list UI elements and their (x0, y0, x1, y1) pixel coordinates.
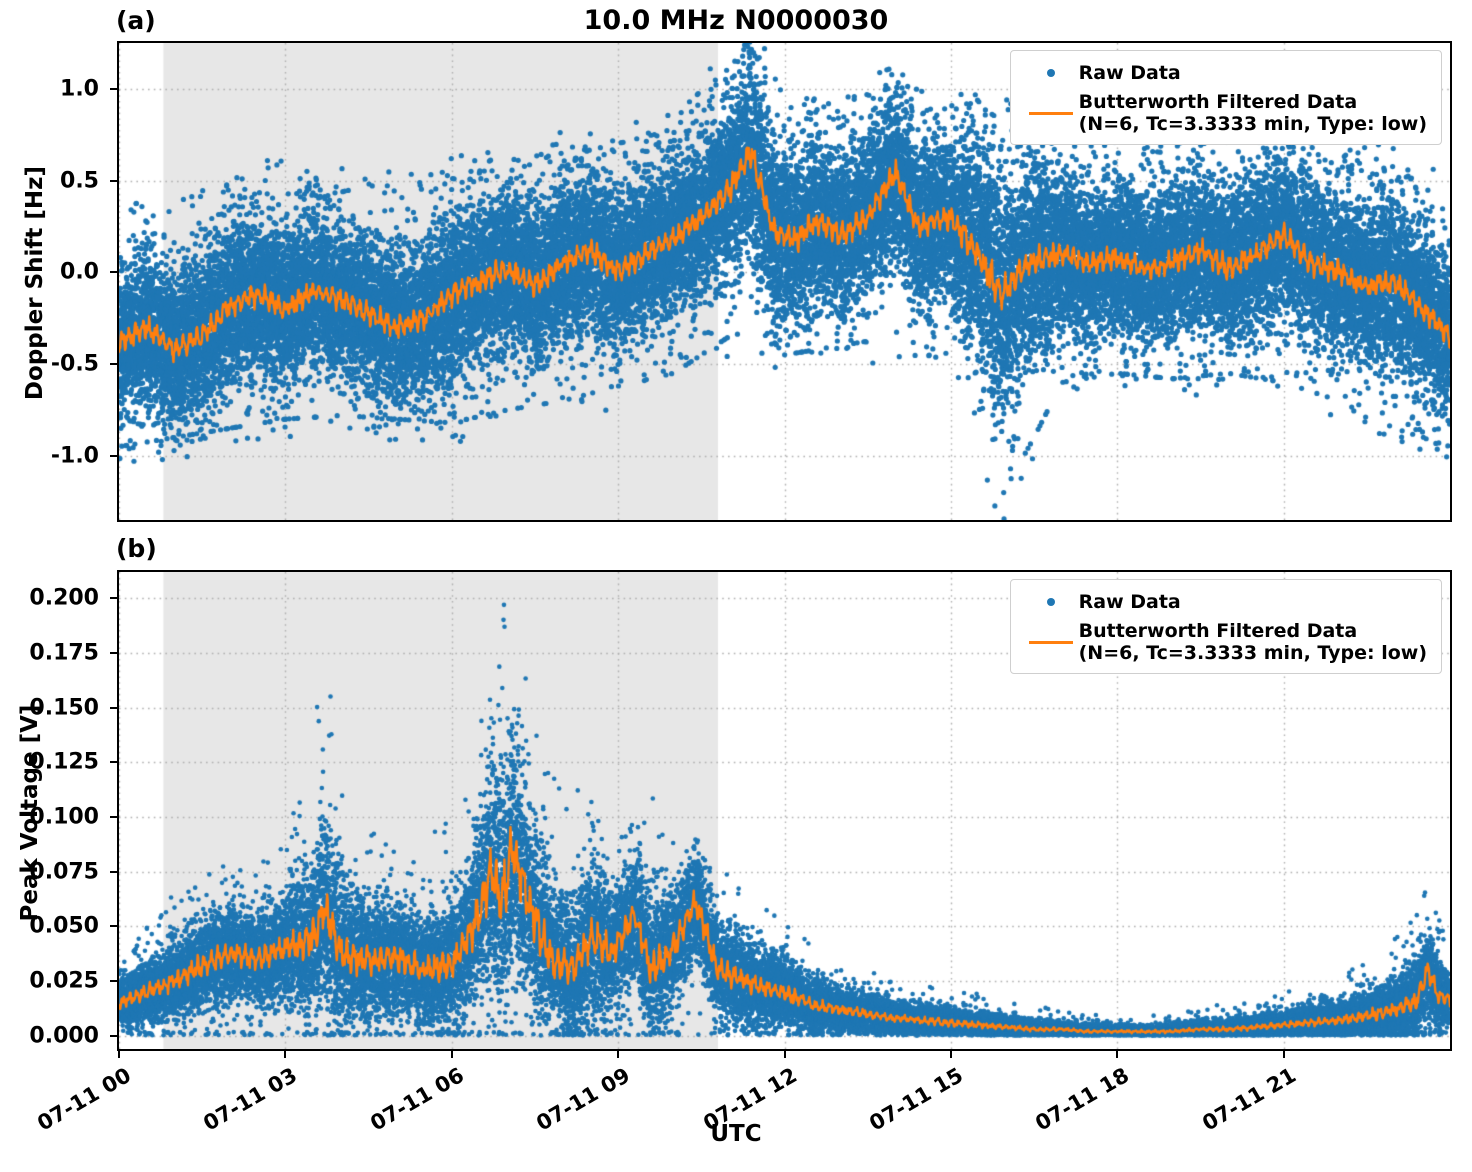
x-tick-mark (783, 1051, 786, 1058)
y-tick-mark (110, 597, 117, 600)
x-tick-mark (1282, 1051, 1285, 1058)
legend-label-filtered-2: (N=6, Tc=3.3333 min, Type: low) (1078, 113, 1427, 136)
y-tick-label: 0.5 (60, 168, 99, 194)
y-tick-mark (110, 925, 117, 928)
legend-a: Raw Data Butterworth Filtered Data (N=6,… (1009, 50, 1442, 146)
legend-line-icon (1023, 111, 1079, 115)
legend-line-icon (1023, 640, 1079, 644)
y-tick-mark (110, 870, 117, 873)
y-tick-label: 0.175 (29, 640, 99, 666)
y-tick-label: 0.000 (29, 1023, 99, 1049)
legend-entry-raw: Raw Data (1023, 588, 1427, 616)
x-tick-mark (450, 1051, 453, 1058)
y-tick-mark (110, 761, 117, 764)
y-tick-label: 0.0 (60, 259, 99, 285)
y-tick-mark (110, 179, 117, 182)
y-tick-mark (110, 363, 117, 366)
y-tick-label: 0.125 (29, 749, 99, 775)
legend-label-filtered-2: (N=6, Tc=3.3333 min, Type: low) (1078, 642, 1427, 665)
legend-entry-filtered: Butterworth Filtered Data (N=6, Tc=3.333… (1023, 620, 1427, 664)
y-tick-label: 0.100 (29, 804, 99, 830)
x-tick-mark (1116, 1051, 1119, 1058)
y-tick-label: -1.0 (50, 443, 99, 469)
legend-label-filtered-1: Butterworth Filtered Data (1078, 620, 1358, 642)
y-tick-label: 0.050 (29, 913, 99, 939)
plot-axes-a: Raw Data Butterworth Filtered Data (N=6,… (117, 41, 1452, 522)
y-tick-mark (110, 87, 117, 90)
x-tick-mark (949, 1051, 952, 1058)
y-tick-label: 0.025 (29, 968, 99, 994)
legend-entry-raw: Raw Data (1023, 59, 1427, 87)
plot-axes-b: Raw Data Butterworth Filtered Data (N=6,… (117, 570, 1452, 1051)
y-tick-label: 1.0 (60, 76, 99, 102)
y-tick-mark (110, 816, 117, 819)
x-tick-mark (118, 1051, 120, 1058)
y-tick-mark (110, 271, 117, 274)
panel-label-b: (b) (116, 534, 157, 563)
y-tick-mark (110, 706, 117, 709)
legend-b: Raw Data Butterworth Filtered Data (N=6,… (1009, 579, 1442, 675)
y-tick-label: -0.5 (50, 351, 99, 377)
y-tick-label: 0.075 (29, 859, 99, 885)
y-tick-mark (110, 980, 117, 983)
y-tick-mark (110, 454, 117, 457)
x-tick-mark (284, 1051, 287, 1058)
y-tick-mark (110, 1034, 117, 1037)
legend-label-filtered-1: Butterworth Filtered Data (1078, 91, 1358, 113)
legend-dot-icon (1023, 598, 1079, 606)
y-tick-mark (110, 651, 117, 654)
legend-label-raw: Raw Data (1078, 590, 1181, 613)
legend-entry-filtered: Butterworth Filtered Data (N=6, Tc=3.333… (1023, 91, 1427, 135)
legend-label-raw: Raw Data (1078, 61, 1181, 84)
x-axis-label: UTC (710, 1121, 762, 1147)
panel-label-a: (a) (116, 6, 156, 35)
legend-dot-icon (1023, 69, 1079, 77)
x-tick-mark (617, 1051, 620, 1058)
figure-title: 10.0 MHz N0000030 (583, 5, 889, 36)
y-tick-label: 0.200 (29, 585, 99, 611)
y-tick-label: 0.150 (29, 695, 99, 721)
